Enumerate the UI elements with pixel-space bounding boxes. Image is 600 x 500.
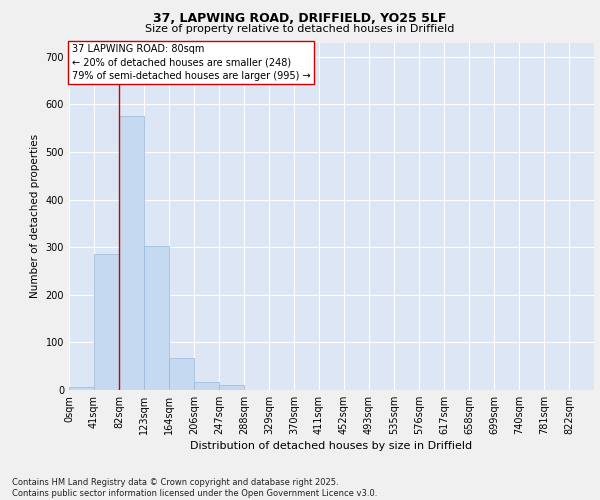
Bar (144, 246, 169, 390)
X-axis label: Distribution of detached houses by size in Driffield: Distribution of detached houses by size … (190, 441, 473, 451)
Bar (169, 358, 194, 390)
Bar (69, 386, 94, 390)
Bar (94, 254, 119, 390)
Y-axis label: Number of detached properties: Number of detached properties (30, 134, 40, 298)
Text: Contains HM Land Registry data © Crown copyright and database right 2025.
Contai: Contains HM Land Registry data © Crown c… (12, 478, 377, 498)
Bar (119, 116, 144, 390)
Text: 37, LAPWING ROAD, DRIFFIELD, YO25 5LF: 37, LAPWING ROAD, DRIFFIELD, YO25 5LF (154, 12, 446, 26)
Bar (194, 382, 219, 390)
Text: Size of property relative to detached houses in Driffield: Size of property relative to detached ho… (145, 24, 455, 34)
Bar (219, 385, 244, 390)
Text: 37 LAPWING ROAD: 80sqm
← 20% of detached houses are smaller (248)
79% of semi-de: 37 LAPWING ROAD: 80sqm ← 20% of detached… (71, 44, 310, 80)
